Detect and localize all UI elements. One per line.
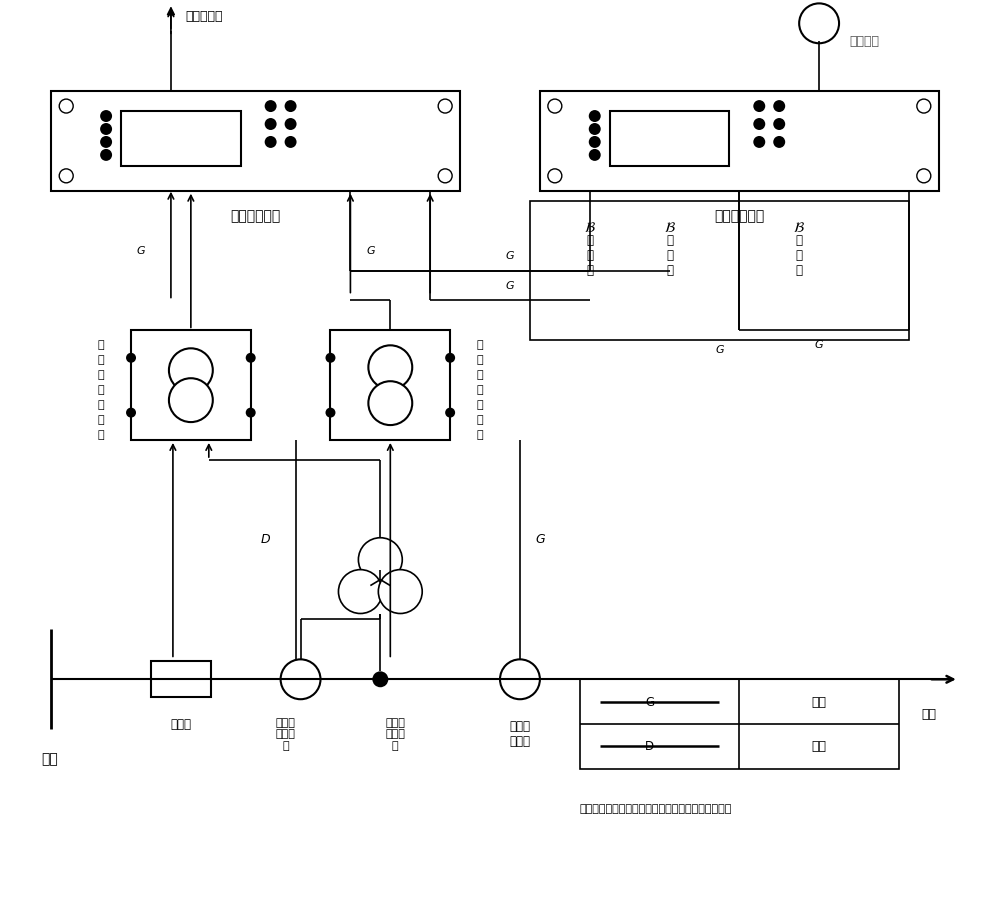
Circle shape [338, 570, 382, 614]
Circle shape [285, 100, 297, 112]
Circle shape [773, 118, 785, 130]
Circle shape [100, 136, 112, 148]
Circle shape [589, 148, 601, 161]
Text: 单: 单 [98, 415, 104, 425]
Circle shape [773, 136, 785, 148]
Text: 合: 合 [477, 385, 483, 395]
Text: $\mathcal{B}$: $\mathcal{B}$ [584, 220, 596, 235]
Circle shape [753, 136, 765, 148]
Text: G: G [506, 281, 514, 291]
Text: 合: 合 [98, 385, 104, 395]
Circle shape [753, 100, 765, 112]
Text: 实时监测装置: 实时监测装置 [231, 209, 281, 222]
Text: 元: 元 [477, 430, 483, 440]
Circle shape [500, 660, 540, 699]
Circle shape [368, 346, 412, 389]
Circle shape [246, 353, 256, 363]
Circle shape [59, 169, 73, 183]
Text: 单: 单 [477, 415, 483, 425]
Bar [610, 111, 729, 166]
Circle shape [799, 4, 839, 43]
Circle shape [438, 99, 452, 113]
Text: D: D [261, 533, 270, 546]
Circle shape [126, 353, 136, 363]
Circle shape [325, 408, 335, 418]
Text: G: G [506, 250, 514, 261]
Text: 母线: 母线 [41, 752, 58, 766]
Text: G: G [715, 346, 724, 356]
Circle shape [773, 100, 785, 112]
Text: 量: 量 [98, 370, 104, 380]
Circle shape [917, 99, 931, 113]
Circle shape [445, 353, 455, 363]
Text: $\mathcal{B}$: $\mathcal{B}$ [664, 220, 675, 235]
Text: 字: 字 [477, 356, 483, 365]
Text: 电子式
互感器: 电子式 互感器 [509, 720, 530, 748]
Text: 元: 元 [98, 430, 104, 440]
Circle shape [265, 100, 277, 112]
Circle shape [325, 353, 335, 363]
Text: 量: 量 [477, 370, 483, 380]
Circle shape [100, 148, 112, 161]
Circle shape [917, 169, 931, 183]
Text: 至监控主站: 至监控主站 [186, 10, 223, 22]
Circle shape [589, 136, 601, 148]
Text: 数: 数 [477, 340, 483, 350]
Circle shape [368, 382, 412, 425]
Circle shape [548, 169, 562, 183]
Text: 对时天线: 对时天线 [849, 35, 879, 48]
Circle shape [445, 408, 455, 418]
Text: 常规电
压互感
器: 常规电 压互感 器 [385, 717, 405, 751]
Bar [530, 201, 909, 340]
Circle shape [589, 123, 601, 135]
Bar [330, 330, 450, 440]
Text: G: G [815, 340, 823, 350]
Text: 线路: 线路 [921, 707, 936, 721]
Text: 常规电
流互感
器: 常规电 流互感 器 [276, 717, 296, 751]
Circle shape [100, 110, 112, 122]
Circle shape [548, 99, 562, 113]
Circle shape [372, 671, 388, 688]
Circle shape [126, 408, 136, 418]
Text: 码
对
时: 码 对 时 [666, 234, 673, 277]
Text: 注：电子式互感器支持电压、电流组合式或独立式。: 注：电子式互感器支持电压、电流组合式或独立式。 [580, 804, 732, 814]
Text: 码
对
时: 码 对 时 [586, 234, 593, 277]
Text: G: G [366, 246, 375, 256]
Text: $\mathcal{B}$: $\mathcal{B}$ [793, 220, 805, 235]
Circle shape [59, 99, 73, 113]
Bar [121, 111, 241, 166]
Circle shape [246, 408, 256, 418]
Circle shape [265, 118, 277, 130]
Circle shape [378, 570, 422, 614]
Bar [151, 662, 211, 698]
Circle shape [589, 110, 601, 122]
Text: 拟: 拟 [98, 356, 104, 365]
Bar [580, 680, 899, 769]
Circle shape [753, 118, 765, 130]
Circle shape [281, 660, 320, 699]
Text: 电缆: 电缆 [812, 740, 827, 752]
Bar [51, 91, 460, 191]
Text: D: D [645, 740, 654, 752]
Text: G: G [645, 696, 654, 708]
Circle shape [169, 348, 213, 392]
Circle shape [285, 118, 297, 130]
Circle shape [169, 378, 213, 422]
Text: 时间同步装置: 时间同步装置 [714, 209, 764, 222]
Text: 模: 模 [98, 340, 104, 350]
Circle shape [100, 123, 112, 135]
Bar [540, 91, 939, 191]
Text: 并: 并 [477, 400, 483, 410]
Bar [131, 330, 251, 440]
Circle shape [358, 537, 402, 581]
Text: 断路器: 断路器 [170, 717, 191, 731]
Circle shape [265, 136, 277, 148]
Circle shape [285, 136, 297, 148]
Text: G: G [535, 533, 545, 546]
Text: G: G [137, 246, 145, 256]
Circle shape [438, 169, 452, 183]
Text: 并: 并 [98, 400, 104, 410]
Text: 光纤: 光纤 [812, 696, 827, 708]
Text: 码
对
时: 码 对 时 [796, 234, 803, 277]
